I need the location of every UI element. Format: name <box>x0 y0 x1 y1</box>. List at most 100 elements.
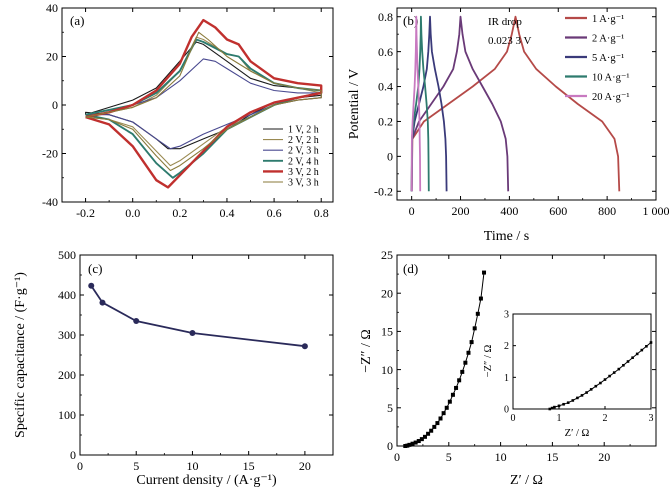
panel-a-x-tick-label: 0.6 <box>267 206 282 220</box>
panel-d-point-13 <box>438 416 443 421</box>
panel-d-point-26 <box>478 296 483 301</box>
panel-c-y-tick-label: 0 <box>70 448 76 462</box>
panel-b-series-4 <box>410 15 430 192</box>
panel-d-point-14 <box>441 411 446 416</box>
panel-d-inset-point-11 <box>589 388 593 391</box>
panel-b-x-tick-label: 1 000 <box>643 204 669 218</box>
panel-a-y-tick-label: 20 <box>46 50 58 64</box>
panel-d-x-axis-label: Z′ / Ω <box>510 473 543 488</box>
panel-d-inset-point-5 <box>562 402 565 406</box>
panel-b-x-tick-label: 600 <box>549 204 567 218</box>
panel-d-point-22 <box>466 350 471 355</box>
panel-a-legend-label: 3 V, 3 h <box>288 178 319 189</box>
panel-b-y-tick-label: -0.2 <box>374 184 393 198</box>
panel-d-inset-point-10 <box>585 391 588 394</box>
panel-d-inset-point-1 <box>548 407 552 411</box>
panel-d-inset-y-axis-label: −Z″ / Ω <box>483 344 494 377</box>
panel-b-x-axis-label: Time / s <box>484 229 529 244</box>
panel-b-y-tick-label: 0.8 <box>378 10 393 24</box>
panel-d-point-17 <box>450 392 455 397</box>
panel-d-y-tick-label: 10 <box>381 363 393 377</box>
panel-d-x-tick-label: 5 <box>446 450 452 464</box>
panel-a-legend-label: 1 V, 2 h <box>288 125 319 136</box>
panel-a-legend-label: 3 V, 2 h <box>288 167 319 178</box>
panel-d-point-5 <box>413 440 418 445</box>
panel-d-inset-point-9 <box>580 394 584 397</box>
panel-a-series-5 <box>85 18 323 189</box>
panel-d-inset-point-8 <box>576 396 579 400</box>
panel-c-point-5 <box>301 343 308 350</box>
panel-b-x-tick-label: 0 <box>409 204 415 218</box>
panel-d-y-tick-label: 0 <box>387 439 393 453</box>
panel-d-point-8 <box>422 434 427 439</box>
panel-c-x-tick-label: 0 <box>77 459 83 473</box>
panel-a-series-1 <box>85 41 322 150</box>
panel-d-inset-y-tick-label: 0 <box>504 405 509 416</box>
panel-c-point-1 <box>88 282 95 289</box>
panel-c-point-2 <box>99 299 106 306</box>
panel-a-x-tick-label: 0.0 <box>125 206 140 220</box>
panel-a-series-6 <box>85 31 322 172</box>
panel-a-y-tick-label: -20 <box>42 147 58 161</box>
panel-d-y-tick-label: 25 <box>381 248 393 262</box>
panel-a-label: (a) <box>70 13 84 28</box>
panel-d-inset-point-4 <box>557 404 561 408</box>
panel-c-frame <box>79 254 334 456</box>
panel-d-inset-x-tick-label: 0 <box>511 413 516 424</box>
panel-d-point-27 <box>482 270 487 275</box>
panel-a-legend-label: 2 V, 3 h <box>288 146 319 157</box>
panel-d-line <box>405 272 485 447</box>
panel-d-x-tick-label: 10 <box>495 450 507 464</box>
panel-a-x-tick-label: 0.4 <box>219 206 234 220</box>
panel-d-inset-x-tick-label: 3 <box>649 413 654 424</box>
panel-b-y-axis-label: Potential / V <box>347 69 362 140</box>
panel-d-label: (d) <box>403 261 418 276</box>
panel-b-legend-label: 10 A·g⁻¹ <box>592 73 630 84</box>
panel-c-point-3 <box>133 318 140 324</box>
panel-d-x-tick-label: 0 <box>394 450 400 464</box>
panel-d-point-1 <box>403 444 408 448</box>
panel-d-x-tick-label: 15 <box>546 450 558 464</box>
panel-d-inset-y-tick-label: 1 <box>504 373 509 384</box>
panel-d-point-4 <box>410 441 415 446</box>
panel-d-point-6 <box>416 439 421 444</box>
panel-b-legend-label: 20 A·g⁻¹ <box>592 92 630 103</box>
panel-d-inset-point-13 <box>599 381 602 385</box>
panel-b-annotation-line1: IR drop <box>488 16 522 28</box>
panel-b-annotation-line2: 0.023 3 V <box>488 35 532 47</box>
panel-d-point-7 <box>419 437 424 442</box>
panel-c-x-axis-label: Current density / (A·g⁻¹) <box>136 473 277 488</box>
panel-d-inset-y-tick-label: 3 <box>504 310 509 321</box>
panel-d-inset-point-18 <box>622 364 625 367</box>
panel-d-y-tick-label: 5 <box>387 401 393 415</box>
panel-d-point-15 <box>444 405 449 410</box>
panel-d-inset-point-12 <box>594 384 598 388</box>
panel-d-inset-x-tick-label: 1 <box>557 413 562 424</box>
panel-b-x-tick-label: 200 <box>452 204 470 218</box>
panel-d-point-11 <box>432 424 437 429</box>
panel-d-point-12 <box>435 421 440 426</box>
panel-b-y-tick-label: 0.6 <box>378 45 393 59</box>
panel-c-x-tick-label: 15 <box>243 459 255 473</box>
panel-b-y-tick-label: 0 <box>387 150 393 164</box>
panel-c-x-tick-label: 10 <box>186 459 198 473</box>
panel-b-series-5 <box>410 15 422 192</box>
panel-d-point-21 <box>463 360 468 365</box>
panel-d-y-tick-label: 15 <box>381 325 393 339</box>
panel-b-x-tick-label: 400 <box>500 204 518 218</box>
panel-c-point-4 <box>189 330 196 336</box>
panel-d-point-19 <box>457 378 462 383</box>
panel-d-inset-point-14 <box>603 378 607 381</box>
panel-b-legend-label: 5 A·g⁻¹ <box>592 53 624 64</box>
panel-d-inset-point-2 <box>550 406 554 410</box>
panel-b-series-1 <box>410 15 621 192</box>
panel-d-point-20 <box>460 369 465 374</box>
panel-c-label: (c) <box>88 261 102 276</box>
panel-d-inset-point-21 <box>635 352 639 356</box>
panel-d-point-10 <box>429 428 434 433</box>
panel-d-inset-point-20 <box>631 356 634 359</box>
panel-d-point-3 <box>407 442 412 447</box>
panel-a-x-tick-label: 0.2 <box>172 206 187 220</box>
panel-d-point-16 <box>447 399 452 404</box>
